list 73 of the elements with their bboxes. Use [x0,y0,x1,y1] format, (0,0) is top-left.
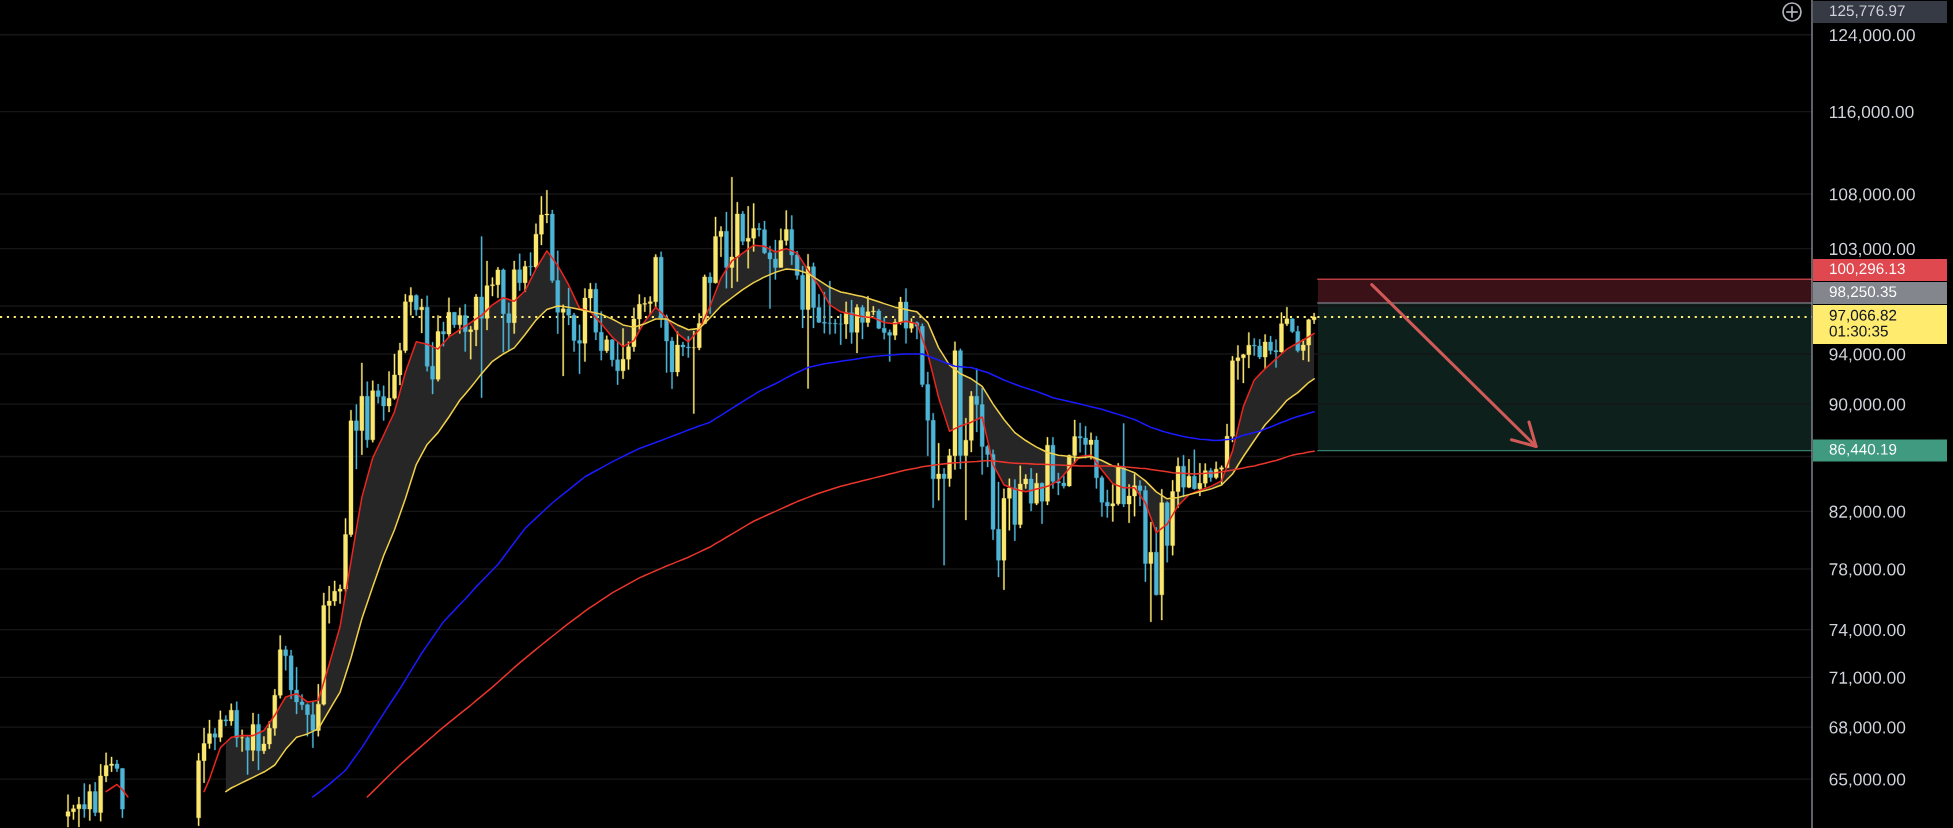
candlestick [854,304,860,354]
candlestick [1148,521,1154,622]
y-tick-label: 78,000.00 [1829,563,1906,578]
candlestick [1181,454,1186,498]
candlestick [441,321,446,347]
candlestick [1012,479,1018,541]
candlestick [1034,473,1039,506]
candlestick [479,236,484,398]
text: 125,776.97 [1830,5,1905,18]
candlestick [256,713,261,771]
candlestick [218,710,223,742]
candlestick [843,301,849,339]
candlestick [250,712,256,762]
candlestick [1154,527,1159,596]
candlestick [234,701,239,748]
candlestick [658,251,664,328]
candlestick [1159,489,1164,621]
y-tick-label: 68,000.00 [1829,721,1906,736]
ref-line-label: 98,250.35 [1829,286,1897,299]
candlestick [1039,482,1045,524]
candlestick [849,299,854,344]
candlestick [370,380,375,443]
candlestick [707,272,713,314]
ref-line-label: 97,066.82 01:30:35 [1829,309,1897,337]
candlestick [1028,468,1034,512]
candlestick [604,335,609,353]
candlestick [941,468,947,566]
candlestick [93,782,98,817]
candlestick [936,442,941,501]
candlestick [903,288,909,344]
y-tick-label: 65,000.00 [1829,773,1906,788]
candlestick [909,318,914,333]
candlestick [463,304,468,352]
ref-line-label: 86,440.19 [1829,443,1897,457]
candlestick [365,381,370,448]
candlestick [1262,334,1268,369]
candlestick [223,715,229,727]
candlestick [1088,432,1094,460]
candlestick [528,252,533,276]
candlestick [517,253,522,291]
candlestick [724,211,729,289]
candlestick [414,294,419,316]
candlestick [457,307,462,334]
candlestick [446,297,452,338]
y-tick-label: 82,000.00 [1829,505,1906,520]
y-tick-label: 108,000.00 [1829,188,1915,203]
candlestick [229,703,234,726]
candlestick [87,784,92,821]
line-series [105,783,129,798]
candlestick [740,211,745,246]
candlestick [1186,458,1192,489]
candlestick [675,331,680,377]
y-tick-label: 124,000.00 [1829,28,1915,44]
candlestick [239,729,245,752]
y-tick-label: 116,000.00 [1829,105,1914,121]
candlestick [1121,423,1126,508]
candlestick [245,736,250,775]
candlestick [212,727,218,751]
candlestick [82,783,87,818]
candlestick [1192,449,1197,490]
candlestick [452,312,457,328]
line-series [312,353,1315,798]
y-tick-label: 90,000.00 [1829,398,1906,413]
y-tick-label: 71,000.00 [1829,671,1906,686]
candlestick [860,304,865,340]
candlestick [359,362,365,455]
y-tick-label: 103,000.00 [1829,242,1915,258]
y-tick-label: 94,000.00 [1829,348,1906,363]
ref-line-label: 100,296.13 [1830,263,1905,276]
y-tick-label: 74,000.00 [1829,623,1906,639]
candlestick [522,260,528,292]
line-series [366,450,1315,798]
candlestick [354,404,359,470]
